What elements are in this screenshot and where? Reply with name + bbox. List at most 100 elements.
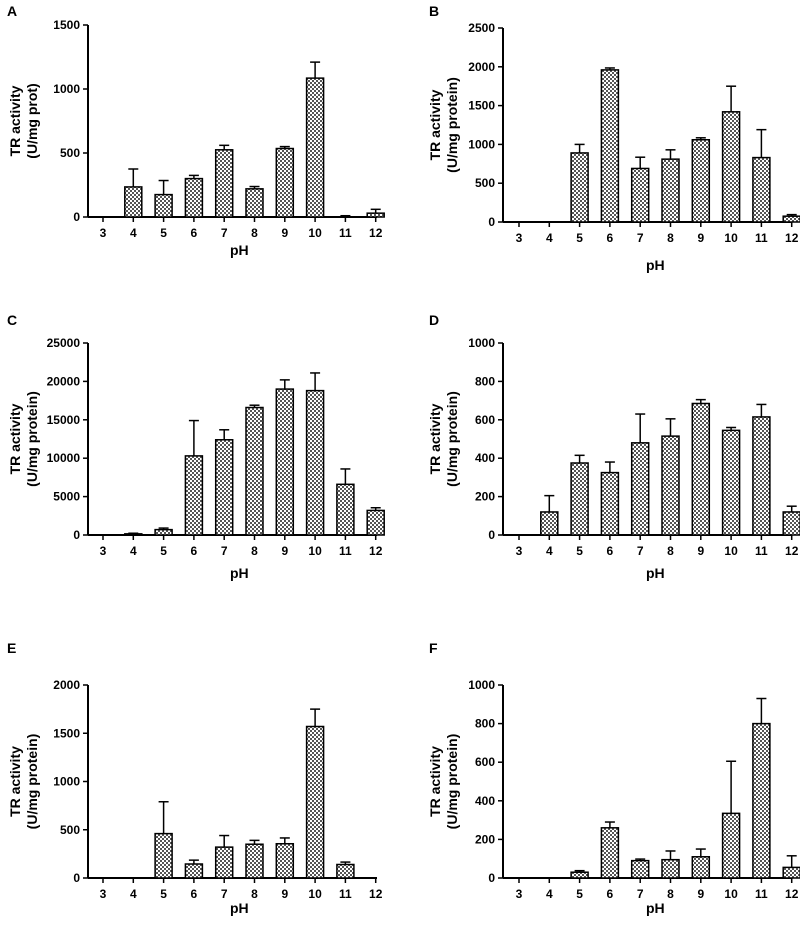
x-axis-label: pH [230, 242, 249, 258]
bar [184, 863, 204, 879]
x-tick-label: 5 [160, 887, 167, 901]
x-axis-label: pH [646, 257, 665, 273]
bar [154, 528, 173, 536]
x-tick-label: 8 [667, 887, 674, 901]
x-tick-label: 12 [369, 887, 383, 901]
bar [630, 167, 650, 223]
y-axis-label: TR activity(U/mg protein) [7, 734, 40, 830]
bar [691, 402, 711, 536]
y-tick-label: 0 [73, 528, 80, 542]
y-tick-label: 2000 [53, 678, 80, 692]
x-tick-label: 7 [637, 887, 644, 901]
x-tick-label: 7 [637, 231, 644, 245]
y-axis-label-line1: TR activity [427, 89, 443, 160]
x-tick-label: 5 [160, 226, 167, 240]
x-tick-label: 3 [516, 544, 523, 558]
panel-c: C 0 5000 10000 15000 20000 25000 3 4 5 6 7 8 9 10 11 12 T… [7, 312, 385, 581]
bar [600, 471, 620, 536]
bar [570, 152, 589, 223]
bar [630, 859, 650, 879]
bar [124, 186, 143, 218]
y-axis-label: TR activity(U/mg prot) [7, 83, 40, 158]
x-tick-label: 6 [607, 887, 614, 901]
x-tick-label: 10 [724, 544, 738, 558]
bar [275, 842, 295, 879]
x-tick-label: 5 [160, 544, 167, 558]
x-tick-label: 7 [221, 544, 228, 558]
x-tick-label: 6 [191, 226, 198, 240]
x-tick-label: 7 [221, 226, 228, 240]
bar [305, 77, 325, 218]
bar [752, 416, 771, 536]
y-tick-label: 600 [475, 413, 495, 427]
y-tick-label: 2000 [468, 60, 495, 74]
x-tick-label: 12 [369, 226, 383, 240]
bar [305, 389, 325, 536]
y-axis-label-line2: (U/mg prot) [24, 83, 40, 158]
bar [600, 69, 620, 223]
x-tick-label: 11 [339, 544, 352, 558]
x-tick-label: 3 [100, 226, 107, 240]
x-tick-label: 8 [667, 544, 674, 558]
x-tick-label: 11 [755, 544, 768, 558]
y-tick-label: 200 [475, 490, 495, 504]
x-tick-label: 9 [697, 231, 704, 245]
bar [366, 509, 385, 536]
y-axis-label: TR activity(U/mg protein) [427, 391, 460, 487]
x-tick-label: 11 [755, 887, 768, 901]
y-tick-label: 1000 [53, 775, 80, 789]
x-tick-label: 4 [130, 544, 137, 558]
bar [214, 846, 234, 879]
x-tick-label: 4 [546, 544, 553, 558]
panel-d: D 0 200 400 600 800 1000 3 4 5 6 7 8 9 10 11 12 TR activi… [427, 312, 800, 581]
x-tick-label: 9 [281, 887, 288, 901]
x-tick-label: 4 [130, 887, 137, 901]
y-tick-label: 15000 [47, 413, 81, 427]
x-tick-label: 10 [724, 231, 738, 245]
y-axis-label: TR activity(U/mg protein) [7, 391, 40, 487]
x-tick-label: 4 [546, 887, 553, 901]
panel-letter-c: C [7, 312, 17, 328]
y-tick-label: 800 [475, 374, 495, 388]
y-axis-label-line2: (U/mg protein) [444, 77, 460, 173]
y-tick-label: 1500 [53, 726, 80, 740]
panel-letter-b: B [429, 3, 439, 19]
x-tick-label: 6 [191, 887, 198, 901]
bar [782, 215, 800, 223]
y-tick-label: 0 [488, 528, 495, 542]
bar [570, 871, 589, 879]
x-tick-label: 7 [221, 887, 228, 901]
x-tick-label: 8 [251, 544, 258, 558]
x-tick-label: 12 [785, 231, 799, 245]
y-tick-label: 500 [60, 823, 80, 837]
y-tick-label: 0 [73, 210, 80, 224]
y-tick-label: 1500 [468, 99, 495, 113]
x-tick-label: 8 [667, 231, 674, 245]
bar [661, 158, 680, 223]
panel-e: E 0 500 1000 1500 2000 3 4 5 6 7 8 9 10 11 12 TR activit… [7, 640, 383, 916]
x-tick-label: 6 [191, 544, 198, 558]
x-axis-label: pH [230, 565, 249, 581]
x-tick-label: 3 [100, 544, 107, 558]
y-tick-label: 400 [475, 451, 495, 465]
x-tick-label: 5 [576, 231, 583, 245]
bar [661, 435, 680, 536]
bar [245, 406, 264, 536]
panel-letter-d: D [429, 312, 439, 328]
y-tick-label: 1000 [468, 137, 495, 151]
y-tick-label: 2500 [468, 21, 495, 35]
x-tick-label: 11 [339, 226, 352, 240]
y-axis-label-line2: (U/mg protein) [24, 391, 40, 487]
x-tick-label: 9 [281, 226, 288, 240]
y-tick-label: 500 [60, 146, 80, 160]
bar [752, 156, 771, 223]
bar [782, 511, 800, 536]
x-tick-label: 8 [251, 226, 258, 240]
bar [214, 149, 234, 218]
x-axis-label: pH [646, 565, 665, 581]
x-tick-label: 11 [755, 231, 768, 245]
x-tick-label: 10 [308, 544, 322, 558]
bar [245, 843, 264, 879]
y-axis-label: TR activity(U/mg protein) [427, 734, 460, 830]
